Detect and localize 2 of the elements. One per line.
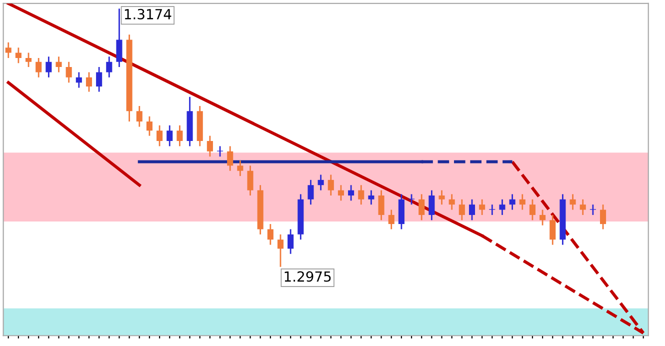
annotation: 1.2975	[284, 271, 331, 282]
annotation: 1.3174	[124, 8, 172, 20]
